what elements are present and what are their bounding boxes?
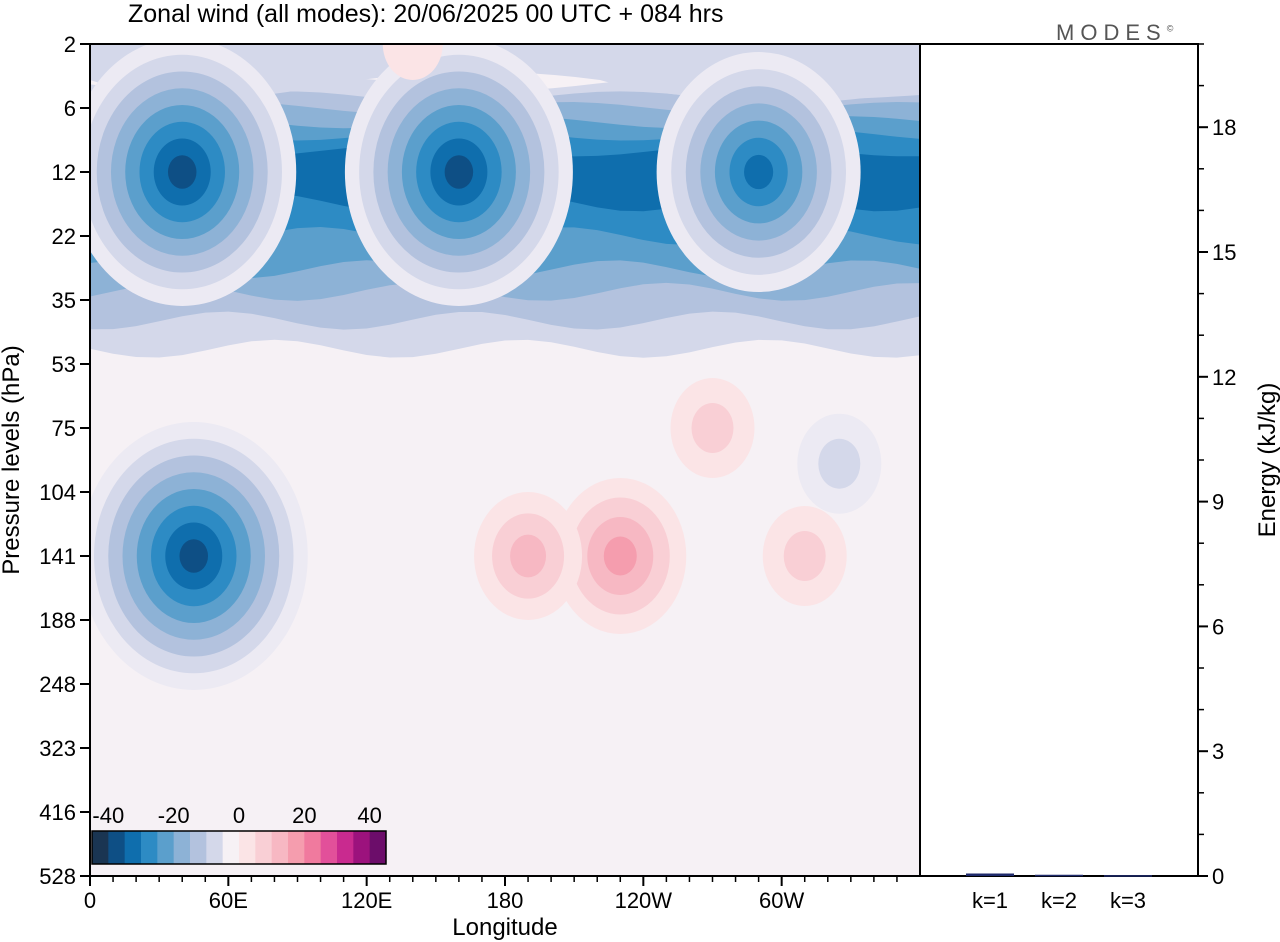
energy-tick-label: 18 <box>1212 115 1236 140</box>
wind-feature-0 <box>179 539 208 573</box>
colorbar-frame <box>91 830 387 865</box>
colorbar-bin <box>337 831 354 864</box>
energy-panel-frame <box>919 43 1199 877</box>
y-tick-label: 2 <box>64 32 76 57</box>
y-tick-label: 528 <box>39 864 76 889</box>
colorbar-bin <box>255 831 273 864</box>
energy-category-label: k=3 <box>1110 888 1146 913</box>
colorbar: -40 -20 0 20 40 <box>91 803 387 865</box>
colorbar-bin <box>222 831 240 864</box>
y-tick-label: 323 <box>39 736 76 761</box>
energy-tick-label: 15 <box>1212 240 1236 265</box>
energy-axis-label: Energy (kJ/kg) <box>1254 383 1280 538</box>
colorbar-bin <box>141 831 158 864</box>
y-tick-label: 248 <box>39 672 76 697</box>
colorbar-tick-label: 20 <box>292 803 316 828</box>
y-axis-label: Pressure levels (hPa) <box>0 345 25 574</box>
colorbar-bin <box>124 831 142 864</box>
colorbar-tick-label: -20 <box>158 803 190 828</box>
energy-category-label: k=2 <box>1041 888 1077 913</box>
colorbar-bin <box>288 831 305 864</box>
energy-bars: k=1 k=2 k=3 <box>966 873 1152 913</box>
x-tick-label: 60E <box>209 888 248 913</box>
modes-logo: MODES© <box>1056 20 1173 46</box>
y-tick-label: 35 <box>52 288 76 313</box>
energy-tick-label: 0 <box>1212 864 1224 889</box>
wind-feature-4 <box>603 536 637 576</box>
x-tick-label: 120W <box>615 888 673 913</box>
energy-tick-label: 12 <box>1212 365 1236 390</box>
x-axis: 0 60E 120E 180 120W 60W <box>84 876 898 913</box>
x-tick-label: 120E <box>341 888 392 913</box>
colorbar-bin <box>320 831 338 864</box>
colorbar-bin <box>369 831 387 864</box>
colorbar-bin <box>157 831 175 864</box>
logo-mark: © <box>1166 23 1174 34</box>
energy-bar-k=2 <box>1035 874 1083 877</box>
wind-feature-6 <box>783 531 826 581</box>
energy-tick-label: 3 <box>1212 739 1224 764</box>
zonal-wind-heatmap <box>90 44 920 876</box>
colorbar-bin <box>108 831 126 864</box>
x-tick-label: 60W <box>759 888 804 913</box>
y-tick-label: 75 <box>52 416 76 441</box>
colorbar-tick-label: 0 <box>233 803 245 828</box>
colorbar-bin <box>92 831 109 864</box>
colorbar-bin <box>304 831 322 864</box>
energy-category-label: k=1 <box>972 888 1008 913</box>
colorbar-bin <box>206 831 224 864</box>
energy-bar-k=3 <box>1104 875 1152 877</box>
colorbar-tick-label: -40 <box>92 803 124 828</box>
y-tick-label: 141 <box>39 544 76 569</box>
y-tick-label: 22 <box>52 224 76 249</box>
wind-feature-7 <box>691 403 734 453</box>
x-tick-label: 0 <box>84 888 96 913</box>
colorbar-bin <box>271 831 289 864</box>
x-axis-label: Longitude <box>452 914 557 941</box>
colorbar-bin <box>190 831 207 864</box>
y-axis: 2 6 12 22 35 53 75 104 141 188 248 323 416 528 <box>39 32 90 889</box>
y-tick-label: 416 <box>39 800 76 825</box>
colorbar-bin <box>239 831 256 864</box>
wind-feature-8 <box>818 438 861 489</box>
y-tick-label: 104 <box>39 480 76 505</box>
wind-feature-3 <box>744 154 774 190</box>
wind-feature-9 <box>382 44 443 80</box>
energy-bar-k=1 <box>966 873 1014 876</box>
y-tick-label: 12 <box>52 160 76 185</box>
wind-feature-1 <box>167 155 197 189</box>
energy-y-axis: 0 3 6 9 12 15 18 <box>1198 43 1236 889</box>
y-tick-label: 188 <box>39 608 76 633</box>
chart-title: Zonal wind (all modes): 20/06/2025 00 UT… <box>128 0 724 28</box>
energy-tick-label: 6 <box>1212 614 1224 639</box>
colorbar-bin <box>173 831 191 864</box>
energy-tick-label: 9 <box>1212 490 1224 515</box>
wind-feature-2 <box>444 155 474 189</box>
wind-feature-5 <box>510 534 547 578</box>
y-tick-label: 6 <box>64 96 76 121</box>
colorbar-tick-label: 40 <box>357 803 381 828</box>
colorbar-bin <box>353 831 371 864</box>
y-tick-label: 53 <box>52 352 76 377</box>
x-tick-label: 180 <box>487 888 524 913</box>
logo-text: MODES <box>1056 20 1167 45</box>
